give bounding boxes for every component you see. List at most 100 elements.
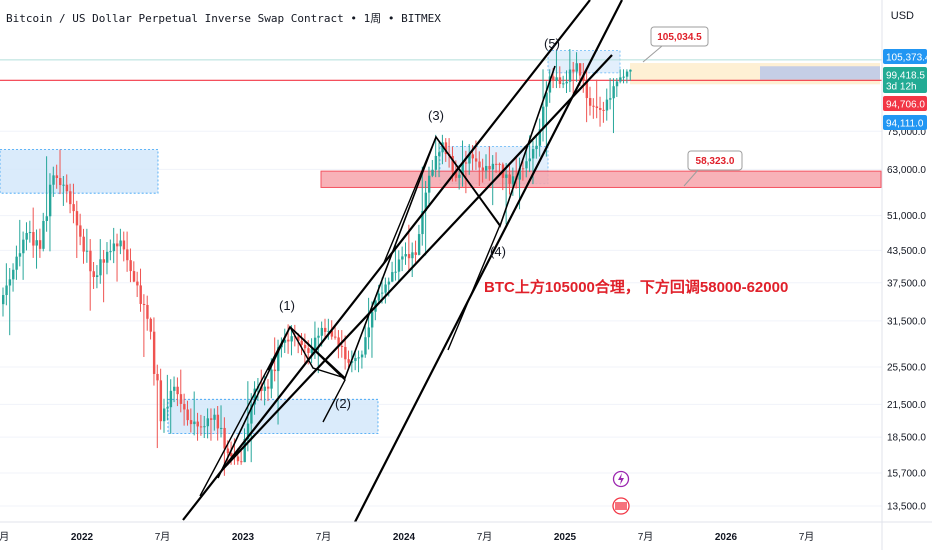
candle-body <box>334 336 337 338</box>
candle-body <box>535 145 538 150</box>
candle-body <box>132 271 136 282</box>
candle-body <box>548 76 552 93</box>
candle-body <box>498 163 501 165</box>
x-tick-label: 7月 <box>155 531 171 543</box>
candle-body <box>612 86 615 99</box>
candle-body <box>85 250 89 252</box>
x-tick-label: 2024 <box>393 532 416 543</box>
time-axis: 7月 2022 7月 2023 7月 2024 7月 2025 7月 2026 7月 <box>0 521 932 543</box>
candle-body <box>357 357 360 359</box>
elliott-wave-path <box>217 65 556 479</box>
candle-body <box>112 243 116 252</box>
candle-body <box>394 271 397 273</box>
candle-body <box>38 240 42 249</box>
candle-body <box>485 165 488 171</box>
candle-body <box>434 155 438 170</box>
candle-body <box>62 184 65 186</box>
trendline-steep <box>354 0 623 523</box>
candle-body <box>8 279 12 286</box>
candle-body <box>307 348 310 353</box>
price-tag <box>883 67 927 93</box>
chart-title: Bitcoin / US Dollar Perpetual Inverse Sw… <box>6 12 441 25</box>
candle-body <box>407 254 411 259</box>
candle-body <box>397 259 401 272</box>
candle-body <box>478 161 481 168</box>
x-tick-label: 7月 <box>477 531 493 543</box>
candle-body <box>481 167 485 171</box>
candle-body <box>411 252 414 259</box>
candle-body <box>270 369 273 389</box>
candle-body <box>246 423 250 439</box>
candle-body <box>565 81 568 84</box>
price-tag <box>883 49 927 64</box>
candle-body <box>317 335 320 338</box>
y-tick-label: 43,500.0 <box>887 246 926 257</box>
candle-body <box>48 184 52 217</box>
candle-body <box>582 75 585 81</box>
candle-body <box>310 349 313 353</box>
candle-body <box>206 418 210 427</box>
y-tick-label: 31,500.0 <box>887 316 926 327</box>
candle-body <box>458 174 461 178</box>
candle-body <box>464 162 468 164</box>
y-tick-label: 25,500.0 <box>887 363 926 374</box>
candle-body <box>538 129 542 146</box>
drawings <box>182 0 623 523</box>
y-tick-label: 75,000.0 <box>887 127 926 138</box>
callout-price-high: 105,034.5 <box>657 32 702 43</box>
candle-body <box>568 69 572 82</box>
y-tick-label: 51,000.0 <box>887 211 926 222</box>
candle-body <box>609 98 612 100</box>
candle-body <box>619 77 622 82</box>
candle-body <box>142 303 146 305</box>
candle-body <box>511 176 515 184</box>
candle-body <box>156 373 159 381</box>
candle-body <box>226 448 230 454</box>
candle-body <box>350 361 354 363</box>
top-zone-2025 <box>547 50 621 74</box>
candle-body <box>495 163 498 165</box>
candle-body <box>139 285 142 304</box>
candle-body <box>169 390 173 408</box>
candle-body <box>5 285 8 296</box>
candle-body <box>505 174 508 178</box>
x-tick-label: 2022 <box>71 532 94 543</box>
flag-icon-glyph <box>615 502 627 510</box>
candle-body <box>42 220 45 249</box>
candle-body <box>602 109 605 111</box>
wave-label: (4) <box>490 244 506 259</box>
currency-label[interactable]: USD <box>890 10 914 22</box>
candle-body <box>136 281 139 286</box>
x-tick-label: 7月 <box>799 531 815 543</box>
candle-body <box>531 149 535 159</box>
candle-body <box>622 76 625 78</box>
candle-body <box>263 386 267 391</box>
y-tick-label: 37,500.0 <box>887 278 926 289</box>
candle-body <box>72 204 75 212</box>
candle-body <box>116 243 119 247</box>
wave-label: (3) <box>428 108 444 123</box>
candle-body <box>95 275 99 278</box>
candle-body <box>625 71 629 77</box>
y-tick-label: 13,500.0 <box>887 502 926 513</box>
candle-body <box>558 77 562 84</box>
candle-body <box>421 211 424 235</box>
candle-body <box>313 337 317 350</box>
wave-label: (2) <box>335 396 351 411</box>
candle-body <box>45 216 49 221</box>
candle-body <box>82 236 85 252</box>
x-tick-label: 7月 <box>0 531 9 543</box>
candle-body <box>189 420 193 425</box>
candle-body <box>508 174 511 184</box>
x-tick-label: 2026 <box>715 532 738 543</box>
candle-body <box>370 311 374 328</box>
candle-body <box>186 409 189 421</box>
wave-box-1 <box>199 325 346 497</box>
candle-body <box>562 83 565 85</box>
candle-body <box>391 272 394 282</box>
candle-body <box>427 175 431 193</box>
candle-body <box>223 427 226 449</box>
candle-body <box>525 161 528 169</box>
candle-body <box>99 259 102 276</box>
